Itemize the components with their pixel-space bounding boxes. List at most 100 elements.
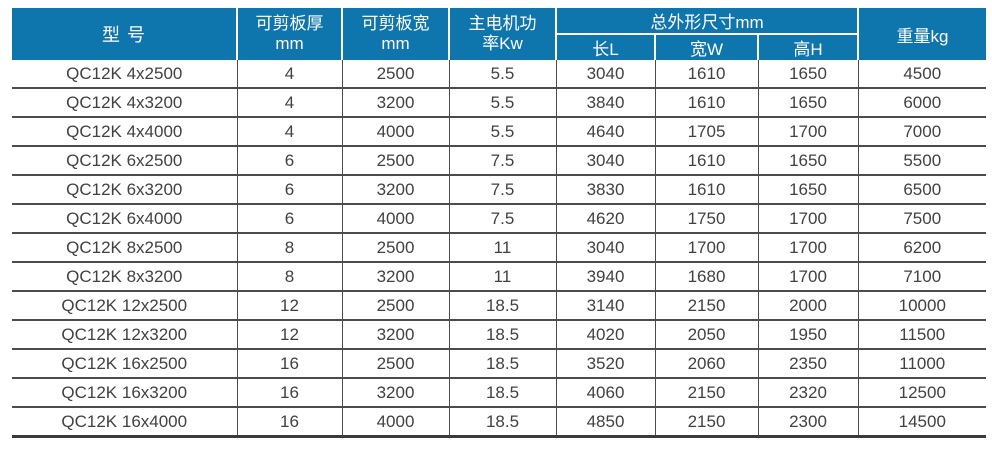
cell-plate-thickness: 4 <box>236 60 342 89</box>
cell-model: QC12K 6x2500 <box>12 146 237 176</box>
cell-dim-width: 2150 <box>654 291 758 321</box>
cell-plate-thickness: 16 <box>236 378 342 408</box>
cell-model: QC12K 8x2500 <box>12 233 237 263</box>
cell-dim-width: 1700 <box>654 233 758 263</box>
cell-motor-power: 7.5 <box>448 204 556 234</box>
table-row: QC12K 12x3200 12 3200 18.5 4020 2050 195… <box>12 320 987 350</box>
table-header: 型 号 可剪板厚 mm 可剪板宽 mm 主电机功 率Kw 总外形尺寸mm 重量k… <box>12 8 987 60</box>
col-header-weight: 重量kg <box>857 8 987 60</box>
cell-motor-power: 18.5 <box>448 320 556 350</box>
cell-model: QC12K 16x4000 <box>12 407 237 438</box>
cell-model: QC12K 4x2500 <box>12 60 237 89</box>
cell-weight: 6000 <box>857 88 987 118</box>
cell-dim-height: 1950 <box>757 320 859 350</box>
cell-dim-length: 3830 <box>555 175 655 205</box>
cell-dim-height: 1650 <box>757 60 859 89</box>
cell-dim-width: 1610 <box>654 88 758 118</box>
table-row: QC12K 4x2500 4 2500 5.5 3040 1610 1650 4… <box>12 60 987 89</box>
col-header-plate-thickness-line2: mm <box>275 34 304 53</box>
col-header-model: 型 号 <box>12 8 237 60</box>
cell-dim-length: 3040 <box>555 146 655 176</box>
cell-dim-height: 1650 <box>757 88 859 118</box>
cell-dim-height: 2350 <box>757 349 859 379</box>
col-header-dim-height: 高H <box>756 34 859 60</box>
cell-plate-width: 2500 <box>341 60 449 89</box>
cell-dim-length: 3040 <box>555 60 655 89</box>
col-header-plate-width-line2: mm <box>381 34 410 53</box>
cell-plate-thickness: 6 <box>236 146 342 176</box>
cell-dim-height: 2000 <box>757 291 859 321</box>
col-header-plate-width: 可剪板宽 mm <box>341 8 449 60</box>
table-row: QC12K 16x4000 16 4000 18.5 4850 2150 230… <box>12 407 987 438</box>
cell-plate-thickness: 12 <box>236 320 342 350</box>
cell-plate-width: 4000 <box>341 204 449 234</box>
col-header-motor-power-line2: 率Kw <box>482 34 523 53</box>
cell-dim-width: 2050 <box>654 320 758 350</box>
table-row: QC12K 6x4000 6 4000 7.5 4620 1750 1700 7… <box>12 204 987 234</box>
table-row: QC12K 4x3200 4 3200 5.5 3840 1610 1650 6… <box>12 88 987 118</box>
cell-dim-length: 4060 <box>555 378 655 408</box>
cell-weight: 11000 <box>857 349 987 379</box>
cell-dim-width: 1610 <box>654 60 758 89</box>
col-header-plate-thickness: 可剪板厚 mm <box>236 8 342 60</box>
table-row: QC12K 8x2500 8 2500 11 3040 1700 1700 62… <box>12 233 987 263</box>
cell-weight: 7100 <box>857 262 987 292</box>
cell-plate-width: 3200 <box>341 320 449 350</box>
header-row-1: 型 号 可剪板厚 mm 可剪板宽 mm 主电机功 率Kw 总外形尺寸mm 重量k… <box>12 8 987 60</box>
cell-plate-thickness: 12 <box>236 291 342 321</box>
col-header-motor-power-line1: 主电机功 <box>468 14 537 33</box>
cell-motor-power: 18.5 <box>448 291 556 321</box>
cell-dim-height: 1700 <box>757 117 859 147</box>
col-header-plate-width-line1: 可剪板宽 <box>361 14 430 33</box>
cell-dim-length: 4620 <box>555 204 655 234</box>
cell-dim-height: 1700 <box>757 262 859 292</box>
cell-dim-height: 1700 <box>757 233 859 263</box>
cell-plate-width: 2500 <box>341 146 449 176</box>
cell-model: QC12K 16x3200 <box>12 378 237 408</box>
cell-dim-length: 3520 <box>555 349 655 379</box>
cell-plate-width: 4000 <box>341 407 449 438</box>
cell-plate-thickness: 6 <box>236 175 342 205</box>
table-row: QC12K 6x3200 6 3200 7.5 3830 1610 1650 6… <box>12 175 987 205</box>
cell-motor-power: 18.5 <box>448 349 556 379</box>
cell-plate-width: 3200 <box>341 262 449 292</box>
cell-dim-height: 1650 <box>757 146 859 176</box>
cell-dim-length: 3840 <box>555 88 655 118</box>
cell-model: QC12K 12x2500 <box>12 291 237 321</box>
cell-plate-width: 2500 <box>341 349 449 379</box>
cell-dim-length: 3040 <box>555 233 655 263</box>
col-header-plate-thickness-line1: 可剪板厚 <box>255 14 324 33</box>
cell-motor-power: 5.5 <box>448 117 556 147</box>
cell-dim-length: 3940 <box>555 262 655 292</box>
cell-motor-power: 18.5 <box>448 378 556 408</box>
table-body: QC12K 4x2500 4 2500 5.5 3040 1610 1650 4… <box>12 60 987 438</box>
cell-dim-width: 1705 <box>654 117 758 147</box>
cell-dim-height: 1650 <box>757 175 859 205</box>
cell-dim-height: 1700 <box>757 204 859 234</box>
cell-plate-width: 3200 <box>341 88 449 118</box>
cell-model: QC12K 16x2500 <box>12 349 237 379</box>
table-row: QC12K 8x3200 8 3200 11 3940 1680 1700 71… <box>12 262 987 292</box>
cell-dim-length: 4640 <box>555 117 655 147</box>
cell-plate-thickness: 4 <box>236 117 342 147</box>
cell-dim-length: 4020 <box>555 320 655 350</box>
cell-plate-thickness: 8 <box>236 233 342 263</box>
cell-motor-power: 11 <box>448 233 556 263</box>
cell-dim-height: 2320 <box>757 378 859 408</box>
cell-dim-height: 2300 <box>757 407 859 438</box>
cell-weight: 12500 <box>857 378 987 408</box>
cell-dim-width: 2150 <box>654 407 758 438</box>
cell-weight: 11500 <box>857 320 987 350</box>
cell-plate-width: 2500 <box>341 233 449 263</box>
cell-dim-width: 2150 <box>654 378 758 408</box>
header-row-2: 长L 宽W 高H <box>12 34 986 60</box>
cell-plate-width: 4000 <box>341 117 449 147</box>
col-header-dim-length: 长L <box>555 34 655 60</box>
col-header-dimensions-group: 总外形尺寸mm <box>554 8 859 35</box>
cell-model: QC12K 6x3200 <box>12 175 237 205</box>
cell-weight: 7500 <box>857 204 987 234</box>
cell-motor-power: 5.5 <box>448 60 556 89</box>
cell-plate-thickness: 4 <box>236 88 342 118</box>
cell-model: QC12K 4x3200 <box>12 88 237 118</box>
col-header-dim-width: 宽W <box>654 34 758 60</box>
